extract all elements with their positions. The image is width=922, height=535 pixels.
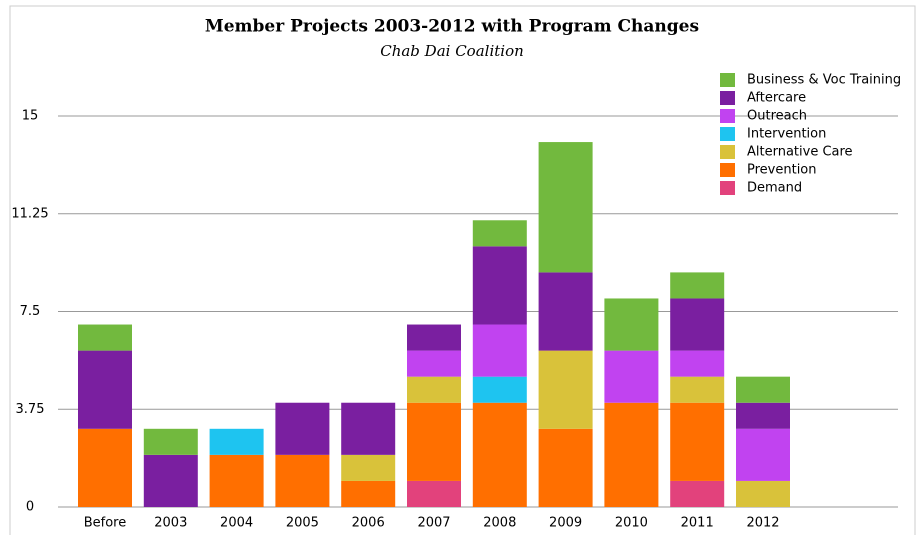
legend-swatch [720, 181, 735, 195]
bar-segment [407, 480, 461, 507]
chart-frame [9, 5, 916, 535]
bar-segment [736, 402, 790, 429]
bar-segment [604, 402, 659, 507]
y-tick-label: 3.75 [16, 402, 45, 417]
bar-segment [670, 350, 725, 377]
bar-segment [670, 272, 725, 299]
bar-segment [604, 350, 659, 403]
bar-segment [209, 454, 264, 507]
bar-segment [472, 402, 527, 507]
bar-segment [341, 454, 396, 481]
bar-segment [407, 402, 461, 481]
legend-swatch [720, 109, 735, 123]
x-tick-label: 2006 [352, 516, 385, 531]
legend-label: Intervention [747, 127, 826, 142]
chart-title: Member Projects 2003-2012 with Program C… [205, 17, 699, 37]
legend-swatch [720, 91, 735, 105]
bar-segment [275, 402, 330, 455]
bar-segment [143, 454, 198, 507]
bar-segment [341, 480, 396, 507]
bar-segment [275, 454, 330, 507]
y-tick-label: 15 [22, 109, 39, 124]
bar-segment [78, 350, 132, 429]
bar-segment [538, 350, 593, 429]
x-tick-label: 2005 [286, 516, 319, 531]
legend-label: Alternative Care [747, 145, 853, 160]
legend-swatch [720, 127, 735, 141]
bar-segment [407, 376, 461, 403]
x-tick-label: 2003 [154, 516, 187, 531]
bar-segment [670, 402, 725, 481]
bar-segment [209, 428, 264, 455]
legend-label: Outreach [747, 109, 807, 124]
legend-label: Aftercare [747, 91, 806, 106]
x-tick-label: 2012 [746, 516, 779, 531]
y-tick-label: 0 [26, 500, 34, 515]
bar-segment [736, 428, 790, 481]
bar-segment [341, 402, 396, 455]
legend-swatch [720, 73, 735, 87]
bar-segment [472, 376, 527, 403]
x-tick-label: 2009 [549, 516, 582, 531]
x-tick-label: 2008 [483, 516, 516, 531]
bar-segment [143, 428, 198, 455]
legend-label: Prevention [747, 163, 817, 178]
bar-segment [407, 350, 461, 377]
legend-label: Demand [747, 181, 802, 196]
y-tick-label: 7.5 [20, 304, 41, 319]
x-tick-label: 2004 [220, 516, 253, 531]
bar-segment [736, 376, 790, 403]
bar-segment [538, 428, 593, 507]
bar-segment [472, 324, 527, 377]
bar-segment [736, 480, 790, 507]
legend-swatch [720, 163, 735, 177]
x-tick-label: Before [84, 516, 127, 531]
bar-segment [472, 246, 527, 325]
chart-subtitle: Chab Dai Coalition [380, 42, 524, 60]
bar-segment [78, 428, 132, 507]
bar-segment [472, 220, 527, 247]
bar-segment [407, 324, 461, 351]
x-tick-label: 2007 [417, 516, 450, 531]
bar-segment [670, 298, 725, 351]
y-tick-label: 11.25 [11, 206, 48, 221]
bar-segment [538, 272, 593, 351]
bar-segment [670, 376, 725, 403]
bar-segment [604, 298, 659, 351]
bar-segment [538, 142, 593, 273]
bar-segment [670, 480, 725, 507]
legend-swatch [720, 145, 735, 159]
bar-segment [78, 324, 132, 351]
legend-label: Business & Voc Training [747, 73, 901, 88]
x-tick-label: 2011 [681, 516, 714, 531]
x-tick-label: 2010 [615, 516, 648, 531]
